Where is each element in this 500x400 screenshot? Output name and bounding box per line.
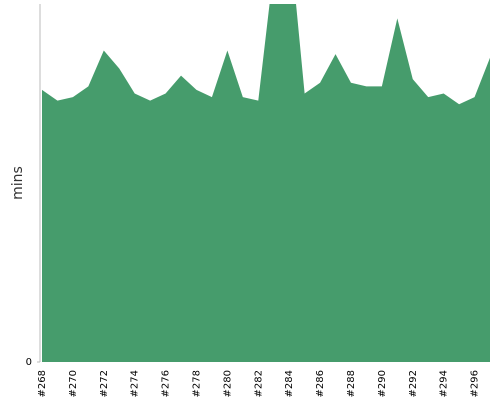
x-tick-label: #270 [68, 370, 79, 397]
x-tick-label: #288 [346, 370, 357, 397]
x-tick-label: #272 [99, 370, 110, 397]
area [42, 4, 490, 362]
x-tick-label: #268 [37, 370, 48, 397]
plot-area [42, 4, 490, 362]
x-tick-label: #290 [377, 370, 388, 397]
x-tick-label: #282 [253, 370, 264, 397]
x-tick-label: #280 [222, 370, 233, 397]
x-tick-label: #278 [191, 370, 202, 397]
x-tick-label: #294 [439, 370, 450, 397]
x-tick-label: #286 [315, 370, 326, 397]
y-axis-label: mins [10, 166, 26, 200]
x-tick-label: #296 [470, 370, 481, 397]
x-tick-label: #284 [284, 370, 295, 397]
x-tick-label: #274 [130, 370, 141, 397]
y-tick-label: 0 [26, 357, 32, 368]
x-tick-label: #292 [408, 370, 419, 397]
x-tick-label: #276 [161, 370, 172, 397]
